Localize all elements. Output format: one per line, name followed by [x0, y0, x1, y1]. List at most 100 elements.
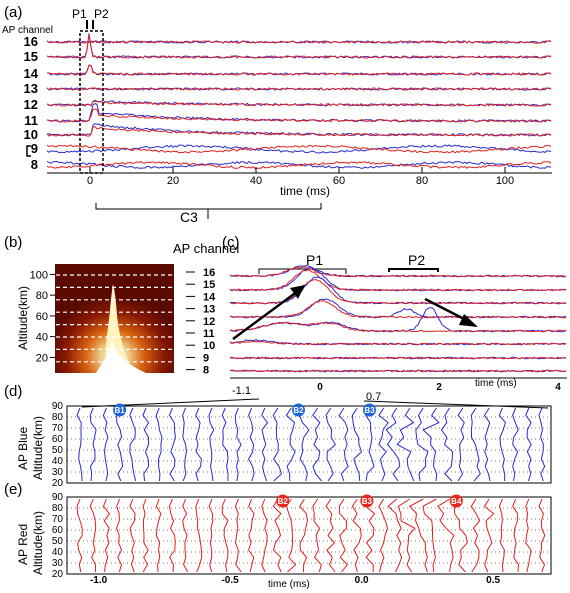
panel-c-p2-label: P2 [408, 252, 425, 268]
panel-c-traces [229, 265, 567, 373]
e-profile-trace [142, 498, 149, 573]
panel-e-gridlines [67, 496, 551, 575]
panel-b-channel-8: 8 [203, 365, 209, 377]
panel-a-letter: (a) [4, 4, 22, 21]
e-profile-trace [221, 498, 229, 573]
d-profile-trace [116, 407, 124, 482]
d-profile-trace [378, 407, 389, 482]
p1-label: P1 [72, 7, 87, 21]
window-start-label: -1.1 [232, 385, 251, 397]
d-marker-label-B2: B2 [293, 406, 304, 415]
e-profile-trace [208, 498, 214, 573]
e-profile-trace [397, 498, 416, 573]
panel-b-ytick-label: 100 [30, 269, 48, 281]
panel-b-channel-header: AP channel [173, 241, 239, 256]
d-marker-B2 [291, 403, 305, 417]
c3-label: C3 [180, 209, 198, 225]
d-profile-trace [208, 407, 215, 482]
panel-b-channel-16: 16 [203, 267, 215, 279]
trace-c-4-blue [229, 307, 567, 333]
panel-b-channel-11: 11 [203, 328, 215, 340]
trace-c-5-red [229, 340, 567, 346]
rising-arrow-shaft [232, 289, 299, 341]
d-ytick-label: 60 [52, 434, 64, 445]
panel-a-traces [46, 33, 552, 170]
panel-e-xtick-label: -1.0 [90, 575, 108, 586]
e-profile-trace [299, 498, 308, 573]
panel-c-xlabel: time (ms) [475, 378, 517, 389]
panel-c-letter: (c) [222, 234, 240, 251]
trace-a-ch16-red [46, 40, 552, 44]
d-profile-trace [396, 407, 415, 482]
d-ytick-label: 50 [52, 445, 64, 456]
panel-b-channel-12: 12 [203, 316, 215, 328]
e-ytick-label: 90 [52, 492, 64, 503]
panel-a-ylabel: AP channel [2, 25, 53, 36]
panel-e-x-axis: -1.0 -0.5 0.0 0.5 [90, 575, 501, 586]
e-ytick-label: 50 [52, 536, 64, 547]
p1-bracket [258, 268, 347, 274]
panel-d-markers: B1 B2 B3 [113, 403, 376, 417]
d-profile-trace [76, 407, 83, 482]
e-marker-label-B2: B2 [278, 497, 289, 506]
channel-label-8: 8 [31, 157, 38, 172]
channel-label-9: 9 [31, 141, 38, 156]
e-ytick-label: 20 [52, 569, 64, 580]
panel-b-channel-10: 10 [203, 340, 215, 352]
panel-b-ytick-label: 60 [36, 311, 48, 323]
panel-d: (d) -1.1 0.7 AP Blue Altitude(km) 908070… [4, 383, 552, 489]
e-profile-trace [525, 498, 532, 573]
e-profile-trace [325, 498, 336, 573]
d-profile-trace [422, 407, 440, 482]
heatmap-core [96, 340, 146, 373]
panel-a-xtick-label: 80 [416, 175, 428, 187]
panel-b-ylabel: Altitude(km) [16, 286, 30, 350]
panel-e-frame [66, 496, 552, 575]
d-profile-trace [483, 407, 491, 482]
panel-d-gridlines [67, 405, 551, 484]
e-profile-trace [312, 498, 322, 573]
panel-d-letter: (d) [4, 383, 22, 400]
panel-e-letter: (e) [4, 481, 22, 498]
trace-a-ch11-blue [46, 103, 552, 123]
panel-b-channel-14: 14 [203, 291, 216, 303]
d-marker-label-B1: B1 [114, 406, 125, 415]
d-profile-trace [512, 407, 519, 482]
channel-label-15: 15 [24, 49, 38, 64]
trace-a-ch14-red [46, 64, 552, 76]
d-marker-B3 [363, 403, 376, 417]
trace-a-ch12-red [46, 100, 552, 107]
e-profile-trace [129, 498, 136, 573]
e-profile-trace [512, 498, 520, 573]
channel-label-11: 11 [24, 113, 38, 128]
d-profile-trace [285, 407, 296, 482]
e-ytick-label: 70 [52, 514, 64, 525]
d-profile-trace [195, 407, 202, 482]
panel-a-xlabel: time (ms) [280, 184, 330, 198]
d-profile-trace [385, 407, 401, 482]
e-profile-trace [182, 498, 189, 573]
p2-bracket [388, 268, 439, 272]
heatmap-gridlines [56, 274, 173, 363]
e-profile-trace [437, 498, 455, 573]
e-marker-label-B4: B4 [451, 497, 462, 506]
d-profile-trace [457, 407, 465, 482]
e-profile-trace [483, 498, 495, 573]
e-profile-trace [76, 498, 83, 573]
d-profile-trace [129, 407, 137, 482]
d-profile-trace [248, 407, 255, 482]
e-profile-trace [538, 498, 546, 573]
channel-label-10: 10 [24, 127, 38, 142]
e-profile-trace [234, 498, 242, 573]
e-profile-trace [470, 498, 481, 573]
e-profile-trace [378, 498, 389, 573]
panel-c-xtick-label: 0 [317, 382, 323, 393]
e-profile-trace [155, 498, 162, 573]
c3-bracket [95, 203, 322, 210]
d-profile-trace [498, 407, 506, 482]
d-profile-trace [168, 407, 176, 482]
ch9-bracket [26, 145, 31, 157]
trace-a-ch13-red [46, 87, 552, 91]
